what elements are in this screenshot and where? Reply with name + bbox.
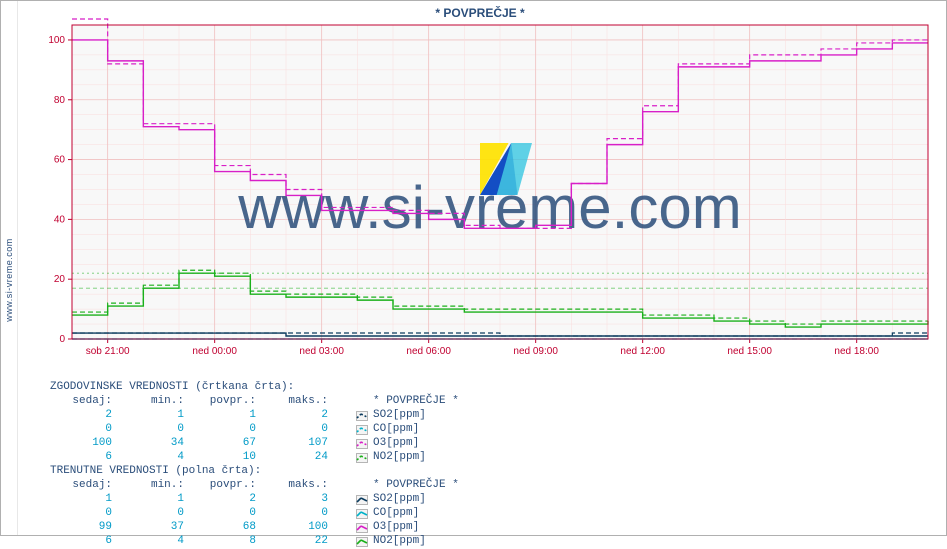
col-header: povpr.: (194, 395, 266, 409)
cell: 4 (122, 535, 194, 549)
data-tables: ZGODOVINSKE VREDNOSTI (črtkana črta):sed… (20, 373, 940, 549)
cell: 99 (50, 521, 122, 535)
legend-swatch (356, 411, 368, 421)
table-row: 64822 NO2[ppm] (50, 535, 940, 549)
col-header: sedaj: (50, 395, 122, 409)
cell: 1 (122, 409, 194, 423)
svg-text:ned 03:00: ned 03:00 (299, 346, 344, 357)
cell: 1 (122, 493, 194, 507)
side-site-url: www.si-vreme.com (4, 238, 14, 322)
col-header: sedaj: (50, 479, 122, 493)
svg-text:60: 60 (54, 155, 66, 166)
svg-text:ned 00:00: ned 00:00 (192, 346, 237, 357)
cell: 0 (50, 507, 122, 521)
col-header: povpr.: (194, 479, 266, 493)
cell: 4 (122, 451, 194, 465)
table-row: 993768100 O3[ppm] (50, 521, 940, 535)
svg-text:sob 21:00: sob 21:00 (86, 346, 130, 357)
svg-text:80: 80 (54, 95, 66, 106)
svg-text:100: 100 (48, 35, 65, 46)
cell: 67 (194, 437, 266, 451)
legend-swatch (356, 537, 368, 547)
main-column: * POVPREČJE *020406080100sob 21:00ned 00… (18, 1, 946, 535)
svg-text:0: 0 (59, 334, 65, 345)
cell: 3 (266, 493, 338, 507)
cell: 100 (266, 521, 338, 535)
legend-head: * POVPREČJE * (373, 395, 459, 409)
current-header: sedaj:min.:povpr.:maks.: * POVPREČJE * (50, 479, 940, 493)
chart-area: * POVPREČJE * 0 20 40 60 80 100 sob 21:00 ned 00… (20, 3, 940, 373)
cell: 6 (50, 451, 122, 465)
table-row: 2112 SO2[ppm] (50, 409, 940, 423)
svg-text:ned 06:00: ned 06:00 (406, 346, 451, 357)
legend-swatch (356, 509, 368, 519)
cell: 24 (266, 451, 338, 465)
svg-text:www.si-vreme.com: www.si-vreme.com (237, 174, 741, 241)
legend-label: SO2[ppm] (373, 409, 426, 423)
svg-text:* POVPREČJE *: * POVPREČJE * (435, 5, 525, 20)
cell: 0 (194, 507, 266, 521)
legend-swatch (356, 439, 368, 449)
cell: 1 (194, 409, 266, 423)
col-header: min.: (122, 395, 194, 409)
cell: 107 (266, 437, 338, 451)
cell: 37 (122, 521, 194, 535)
cell: 1 (50, 493, 122, 507)
col-header: maks.: (266, 395, 338, 409)
cell: 0 (122, 507, 194, 521)
table-row: 1123 SO2[ppm] (50, 493, 940, 507)
cell: 2 (266, 409, 338, 423)
table-row: 0000 CO[ppm] (50, 507, 940, 521)
cell: 2 (50, 409, 122, 423)
svg-text:20: 20 (54, 274, 66, 285)
cell: 22 (266, 535, 338, 549)
legend-label: O3[ppm] (373, 437, 419, 451)
legend-swatch (356, 495, 368, 505)
cell: 8 (194, 535, 266, 549)
chart-svg: * POVPREČJE * 0 20 40 60 80 100 sob 21:00 ned 00… (20, 3, 940, 373)
svg-text:ned 18:00: ned 18:00 (834, 346, 879, 357)
cell: 2 (194, 493, 266, 507)
cell: 100 (50, 437, 122, 451)
cell: 0 (194, 423, 266, 437)
cell: 0 (266, 423, 338, 437)
legend-label: NO2[ppm] (373, 451, 426, 465)
table-row: 1003467107 O3[ppm] (50, 437, 940, 451)
cell: 0 (122, 423, 194, 437)
historical-header: sedaj:min.:povpr.:maks.: * POVPREČJE * (50, 395, 940, 409)
svg-text:ned 12:00: ned 12:00 (620, 346, 665, 357)
legend-label: CO[ppm] (373, 423, 419, 437)
cell: 10 (194, 451, 266, 465)
current-title: TRENUTNE VREDNOSTI (polna črta): (50, 465, 940, 479)
col-header: min.: (122, 479, 194, 493)
legend-head: * POVPREČJE * (373, 479, 459, 493)
svg-text:ned 15:00: ned 15:00 (727, 346, 772, 357)
legend-swatch (356, 425, 368, 435)
legend-label: SO2[ppm] (373, 493, 426, 507)
legend-label: CO[ppm] (373, 507, 419, 521)
col-header: maks.: (266, 479, 338, 493)
legend-label: O3[ppm] (373, 521, 419, 535)
cell: 0 (266, 507, 338, 521)
chart-frame: www.si-vreme.com * POVPREČJE *0204060801… (0, 0, 947, 536)
legend-swatch (356, 453, 368, 463)
cell: 68 (194, 521, 266, 535)
svg-text:40: 40 (54, 214, 66, 225)
legend-swatch (356, 523, 368, 533)
cell: 6 (50, 535, 122, 549)
cell: 0 (50, 423, 122, 437)
historical-title: ZGODOVINSKE VREDNOSTI (črtkana črta): (50, 381, 940, 395)
side-label-strip: www.si-vreme.com (1, 1, 18, 535)
cell: 34 (122, 437, 194, 451)
table-row: 0000 CO[ppm] (50, 423, 940, 437)
table-row: 641024 NO2[ppm] (50, 451, 940, 465)
svg-text:ned 09:00: ned 09:00 (513, 346, 558, 357)
legend-label: NO2[ppm] (373, 535, 426, 549)
